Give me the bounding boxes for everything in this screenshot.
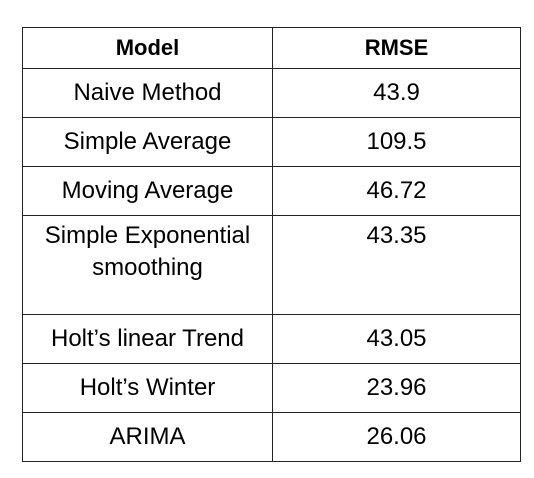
model-cell: Moving Average: [22, 166, 273, 216]
table-row: Holt’s linear Trend 43.05: [22, 314, 521, 364]
table-row: Moving Average 46.72: [22, 166, 521, 216]
table-row: ARIMA 26.06: [22, 412, 521, 462]
rmse-cell: 26.06: [272, 412, 521, 462]
rmse-cell: 46.72: [272, 166, 521, 216]
model-name-line-2: smoothing: [92, 254, 203, 281]
model-cell: Simple Average: [22, 117, 273, 167]
model-cell: Naive Method: [22, 68, 273, 118]
table-row: Holt’s Winter 23.96: [22, 363, 521, 413]
model-name: ARIMA: [109, 423, 186, 450]
model-cell: Holt’s linear Trend: [22, 314, 273, 364]
rmse-cell: 109.5: [272, 117, 521, 167]
model-name: Moving Average: [61, 177, 234, 204]
model-name: Simple Average: [63, 128, 232, 155]
model-cell: Holt’s Winter: [22, 363, 273, 413]
header-rmse: RMSE: [272, 27, 521, 69]
model-name: Naive Method: [73, 79, 222, 106]
model-name: Holt’s linear Trend: [51, 325, 244, 352]
rmse-cell: 43.35: [272, 215, 521, 315]
model-name-line-1: Simple Exponential: [44, 222, 251, 249]
rmse-table: Model RMSE Naive Method 43.9 Simple Aver…: [22, 27, 521, 462]
table-header-row: Model RMSE: [22, 27, 521, 69]
rmse-cell: 43.9: [272, 68, 521, 118]
rmse-cell: 43.05: [272, 314, 521, 364]
model-cell: ARIMA: [22, 412, 273, 462]
rmse-cell: 23.96: [272, 363, 521, 413]
table-row: Naive Method 43.9: [22, 68, 521, 118]
header-model: Model: [22, 27, 273, 69]
model-name: Holt’s Winter: [79, 374, 216, 401]
model-cell: Simple Exponential smoothing: [22, 215, 273, 315]
table-row: Simple Exponential smoothing 43.35: [22, 215, 521, 315]
table-row: Simple Average 109.5: [22, 117, 521, 167]
